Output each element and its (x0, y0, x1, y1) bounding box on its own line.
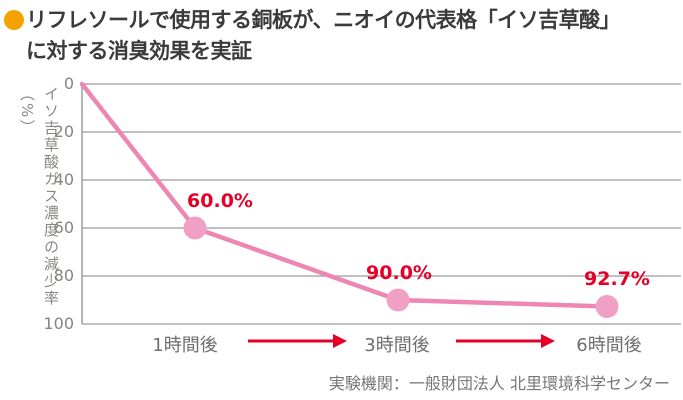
y-axis-title: イソ吉草酸ガス濃度の減少率（%） (18, 86, 60, 307)
data-point (386, 288, 410, 312)
x-axis-label: 3時間後 (364, 335, 430, 356)
y-tick-label: 80 (53, 266, 74, 285)
y-tick-label: 20 (53, 122, 74, 141)
value-label: 60.0% (187, 190, 253, 212)
title-text-1: リフレソールで使用する銅板が、ニオイの代表格「イソ吉草酸」 (26, 8, 621, 32)
data-point (595, 294, 619, 318)
data-line (79, 81, 610, 309)
title-line-2: に対する消臭効果を実証 (26, 36, 620, 67)
arrow-head-icon (541, 334, 555, 348)
y-tick-label: 0 (63, 74, 74, 93)
y-tick-label: 100 (43, 314, 74, 333)
value-label: 90.0% (366, 262, 432, 284)
value-label: 92.7% (584, 268, 650, 291)
arrow-head-icon (333, 334, 347, 348)
title-line-1: リフレソールで使用する銅板が、ニオイの代表格「イソ吉草酸」 (4, 5, 621, 36)
page-title: リフレソールで使用する銅板が、ニオイの代表格「イソ吉草酸」 に対する消臭効果を実… (4, 5, 621, 67)
x-axis-label: 6時間後 (576, 335, 642, 356)
bullet-icon (4, 10, 24, 30)
x-axis-label: 1時間後 (152, 335, 218, 356)
source-caption: 実験機関：一般財団法人 北里環境科学センター (328, 374, 670, 393)
y-tick-label: 60 (53, 218, 74, 237)
title-text-2: に対する消臭効果を実証 (26, 39, 252, 63)
y-tick-label: 40 (53, 170, 74, 189)
data-point (183, 216, 207, 240)
